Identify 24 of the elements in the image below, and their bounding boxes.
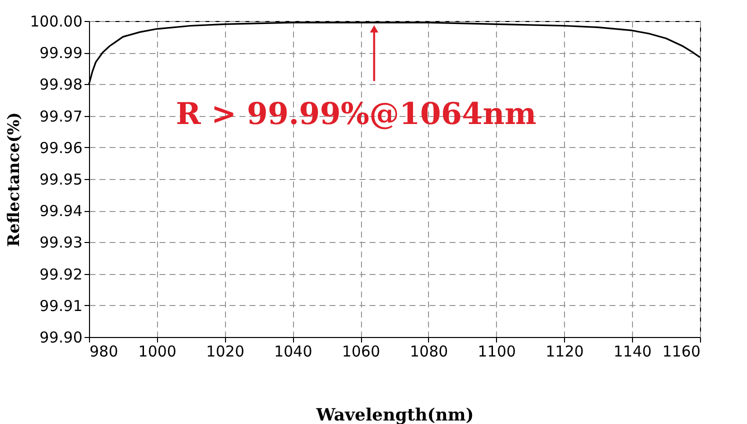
x-tick-label: 980 — [90, 342, 118, 360]
x-tick-label: 1160 — [662, 342, 700, 360]
x-tick-label: 1120 — [546, 342, 584, 360]
x-tick-label: 1040 — [274, 342, 312, 360]
y-tick-label: 99.92 — [40, 265, 82, 284]
y-tick-label: 99.98 — [40, 76, 82, 94]
y-tick-label: 99.99 — [40, 44, 82, 62]
y-tick-label: 99.97 — [40, 107, 82, 126]
x-tick-label: 1020 — [206, 342, 244, 360]
x-tick-label: 1000 — [138, 342, 176, 360]
annotation: R > 99.99%@1064nm — [176, 96, 537, 132]
y-tick-label: 99.96 — [40, 138, 82, 157]
x-tick-label: 1140 — [614, 342, 652, 360]
y-axis-title: Reflectance(%) — [4, 112, 24, 247]
x-tick-label: 1100 — [478, 342, 516, 360]
y-tick-label: 99.93 — [40, 234, 82, 252]
y-tick-label: 100.00 — [30, 12, 82, 30]
x-tick-label: 1060 — [342, 342, 380, 360]
x-axis-title: Wavelength(nm) — [315, 406, 474, 424]
y-tick-label: 99.90 — [40, 328, 82, 346]
y-tick-label: 99.94 — [40, 202, 82, 220]
y-tick-label: 99.91 — [40, 296, 82, 315]
x-tick-label: 1080 — [410, 342, 448, 360]
y-tick-label: 99.95 — [40, 170, 82, 188]
